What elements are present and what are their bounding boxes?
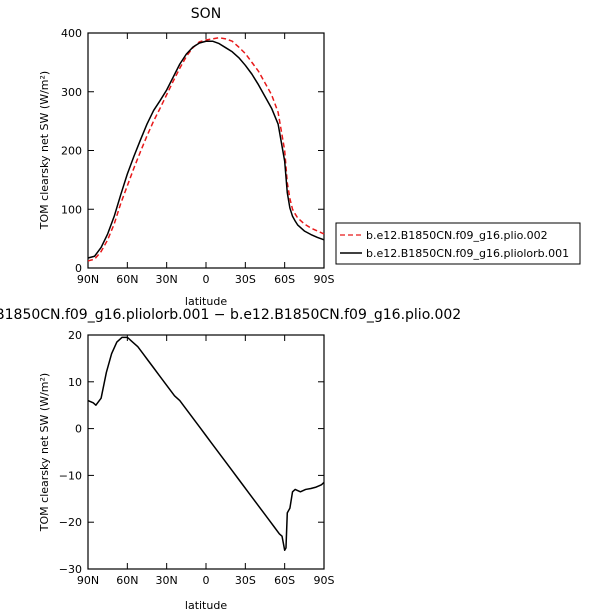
top-series-lines bbox=[87, 36, 325, 262]
legend-label-pliolorb: b.e12.B1850CN.f09_g16.pliolorb.001 bbox=[366, 247, 569, 260]
top-plot-frame bbox=[87, 32, 325, 269]
legend-box bbox=[335, 222, 581, 265]
y-tick-label: 400 bbox=[61, 27, 82, 40]
legend-label-plio: b.e12.B1850CN.f09_g16.plio.002 bbox=[366, 229, 548, 242]
series-line-1-0 bbox=[87, 336, 325, 552]
bottom-axis-ticks: 90N 60N 30N 0 30S 60S 90S −30 −20 −10 0 10 20 bbox=[59, 329, 335, 587]
x-tick-label: 60S bbox=[274, 273, 295, 286]
x-tick-label: 90N bbox=[77, 273, 99, 286]
top-axis-ticks: 90N 60N 30N 0 30S 60S 90S 0 100 200 300 400 bbox=[61, 27, 335, 286]
top-x-axis-label: latitude bbox=[185, 295, 227, 308]
bottom-panel: b.e12.B1850CN.f09_g16.pliolorb.001 − b.e… bbox=[0, 307, 461, 612]
x-tick-label: 60N bbox=[116, 273, 138, 286]
y-tick-label: 0 bbox=[75, 262, 82, 275]
x-tick-label: 30S bbox=[235, 574, 256, 587]
y-tick-label: −20 bbox=[59, 516, 82, 529]
series-line-0-0 bbox=[87, 36, 325, 262]
y-tick-label: −30 bbox=[59, 563, 82, 576]
x-tick-label: 30N bbox=[156, 273, 178, 286]
x-tick-label: 0 bbox=[203, 574, 210, 587]
bottom-x-axis-label: latitude bbox=[185, 599, 227, 612]
x-tick-label: 60S bbox=[274, 574, 295, 587]
x-tick-label: 0 bbox=[203, 273, 210, 286]
bottom-series-lines bbox=[87, 336, 325, 552]
top-y-axis-label: TOM clearsky net SW (W/m²) bbox=[38, 71, 51, 230]
y-tick-label: 200 bbox=[61, 145, 82, 158]
x-tick-label: 30N bbox=[156, 574, 178, 587]
legend: b.e12.B1850CN.f09_g16.plio.002 b.e12.B18… bbox=[335, 222, 581, 265]
x-tick-label: 90N bbox=[77, 574, 99, 587]
top-panel: SON 90N 60N 30N 0 30S 60S 90S 0 100 200 300 400 lat… bbox=[38, 6, 335, 308]
x-tick-label: 60N bbox=[116, 574, 138, 587]
y-tick-label: 300 bbox=[61, 86, 82, 99]
y-tick-label: 10 bbox=[68, 376, 82, 389]
y-tick-label: 100 bbox=[61, 203, 82, 216]
y-tick-label: 0 bbox=[75, 423, 82, 436]
y-tick-label: 20 bbox=[68, 329, 82, 342]
bottom-panel-title: b.e12.B1850CN.f09_g16.pliolorb.001 − b.e… bbox=[0, 307, 461, 323]
x-tick-label: 90S bbox=[314, 574, 335, 587]
top-panel-title: SON bbox=[191, 6, 221, 22]
bottom-plot-frame bbox=[87, 334, 325, 570]
x-tick-label: 90S bbox=[314, 273, 335, 286]
series-line-0-1 bbox=[87, 40, 325, 259]
x-tick-label: 30S bbox=[235, 273, 256, 286]
bottom-y-axis-label: TOM clearsky net SW (W/m²) bbox=[38, 373, 51, 532]
y-tick-label: −10 bbox=[59, 469, 82, 482]
